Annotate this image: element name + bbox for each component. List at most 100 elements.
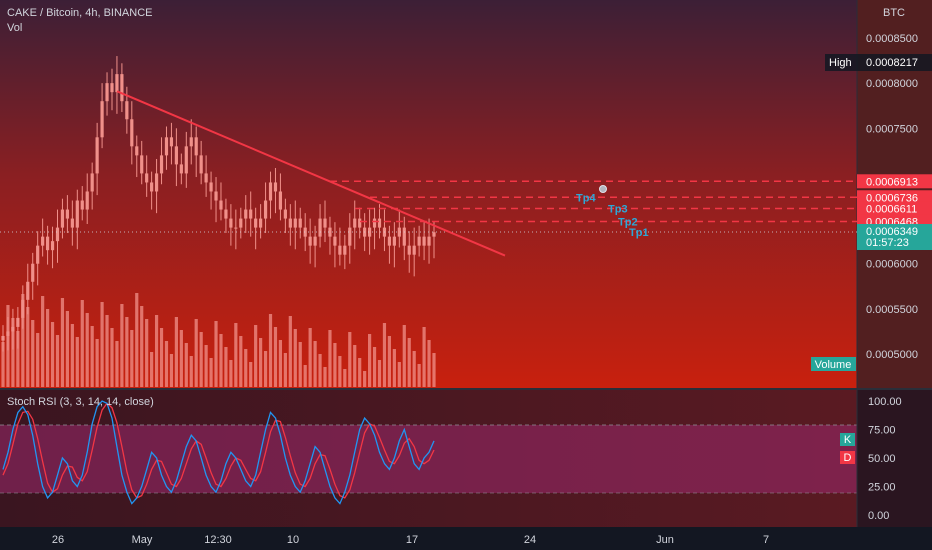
volume-bar <box>343 369 347 387</box>
candle <box>377 204 382 239</box>
candle <box>60 198 65 239</box>
volume-bar <box>303 365 307 387</box>
main-pane-background <box>0 0 857 388</box>
candle <box>45 225 50 265</box>
volume-bar <box>209 358 213 387</box>
candle <box>402 216 406 261</box>
candle <box>85 173 89 224</box>
candle <box>303 213 307 252</box>
volume-bar <box>397 362 401 387</box>
volume-bar <box>224 347 228 387</box>
chart-title[interactable]: CAKE / Bitcoin, 4h, BINANCE <box>7 7 153 19</box>
volume-bar <box>159 328 164 387</box>
candle <box>41 218 45 257</box>
price-tick: 0.0005000 <box>866 349 918 361</box>
target-label: Tp2 <box>618 216 638 228</box>
level-tag-value: 0.0006736 <box>866 192 918 204</box>
candle <box>55 209 60 263</box>
volume-bar <box>41 296 45 387</box>
volume-bar <box>407 338 411 387</box>
candle <box>268 171 273 219</box>
volume-bar <box>145 319 149 387</box>
candle <box>75 189 79 250</box>
candle <box>278 173 283 221</box>
d-tag: D <box>840 451 855 464</box>
currency-label: BTC <box>883 7 905 19</box>
trendline[interactable] <box>116 90 506 257</box>
volume-bar <box>140 306 144 387</box>
candle <box>234 209 238 250</box>
candle <box>70 200 74 246</box>
target-label: Tp3 <box>608 204 628 216</box>
indicator-tick: 25.00 <box>868 482 896 494</box>
candle <box>358 207 362 239</box>
volume-bar <box>338 356 342 387</box>
countdown: 01:57:23 <box>866 237 909 249</box>
high-label: High <box>829 57 852 69</box>
volume-bar <box>392 349 396 387</box>
volume-bar <box>249 362 253 387</box>
volume-bar <box>333 343 337 387</box>
price-tick: 0.0006000 <box>866 259 918 271</box>
volume-bar <box>363 371 367 387</box>
time-tick: 10 <box>287 534 299 546</box>
volume-bar <box>65 311 70 387</box>
current-price-tag: 0.0006349 01:57:23 <box>857 224 932 250</box>
volume-bar <box>21 294 25 387</box>
volume-bar <box>60 298 65 387</box>
indicator-band <box>0 425 857 493</box>
indicator-title[interactable]: Stoch RSI (3, 3, 14, 14, close) <box>7 396 154 408</box>
indicator-tick: 100.00 <box>868 396 902 408</box>
candle <box>199 140 203 185</box>
volume-bar <box>204 345 208 387</box>
candle <box>353 200 357 250</box>
candle <box>239 207 243 239</box>
volume-bar <box>16 331 20 387</box>
volume-bar <box>308 328 312 387</box>
volume-bar <box>229 360 233 387</box>
volume-legend[interactable]: Vol <box>7 22 22 34</box>
volume-bar <box>184 343 188 387</box>
candle <box>427 218 431 264</box>
candle <box>1 325 5 352</box>
time-tick: 7 <box>763 534 769 546</box>
time-axis-background <box>0 527 932 550</box>
volume-bar <box>115 341 119 387</box>
volume-bar <box>189 356 193 387</box>
volume-bar <box>372 347 377 387</box>
high-tag: High 0.0008217 <box>825 54 932 71</box>
time-tick: Jun <box>656 534 674 546</box>
volume-bar <box>214 321 218 387</box>
volume-bar <box>387 336 392 387</box>
volume-bar <box>169 354 174 387</box>
candle <box>293 200 297 250</box>
candle <box>194 126 198 178</box>
volume-bar <box>70 324 74 387</box>
candle <box>184 131 188 188</box>
price-tick: 0.0005500 <box>866 304 918 316</box>
svg-text:Volume: Volume <box>815 359 852 371</box>
current-price-value: 0.0006349 <box>866 226 918 238</box>
volume-bar <box>1 342 5 387</box>
indicator-tick: 0.00 <box>868 510 889 522</box>
stoch-rsi-lines <box>2 400 435 505</box>
candle <box>323 200 327 243</box>
candle <box>169 122 174 165</box>
candle <box>328 216 332 255</box>
stoch-k-line <box>2 400 435 505</box>
volume-bar <box>219 334 223 387</box>
candle <box>90 162 94 210</box>
candle <box>179 153 183 185</box>
volume-bar <box>323 367 327 387</box>
candle <box>348 213 352 264</box>
volume-bar <box>50 322 55 387</box>
level-lines[interactable] <box>330 180 857 223</box>
volume-bar <box>105 315 109 387</box>
volume-bar <box>239 336 243 387</box>
volume-bar <box>318 354 322 387</box>
volume-bar <box>45 309 50 387</box>
volume-bar <box>328 330 332 387</box>
candle <box>80 186 84 221</box>
